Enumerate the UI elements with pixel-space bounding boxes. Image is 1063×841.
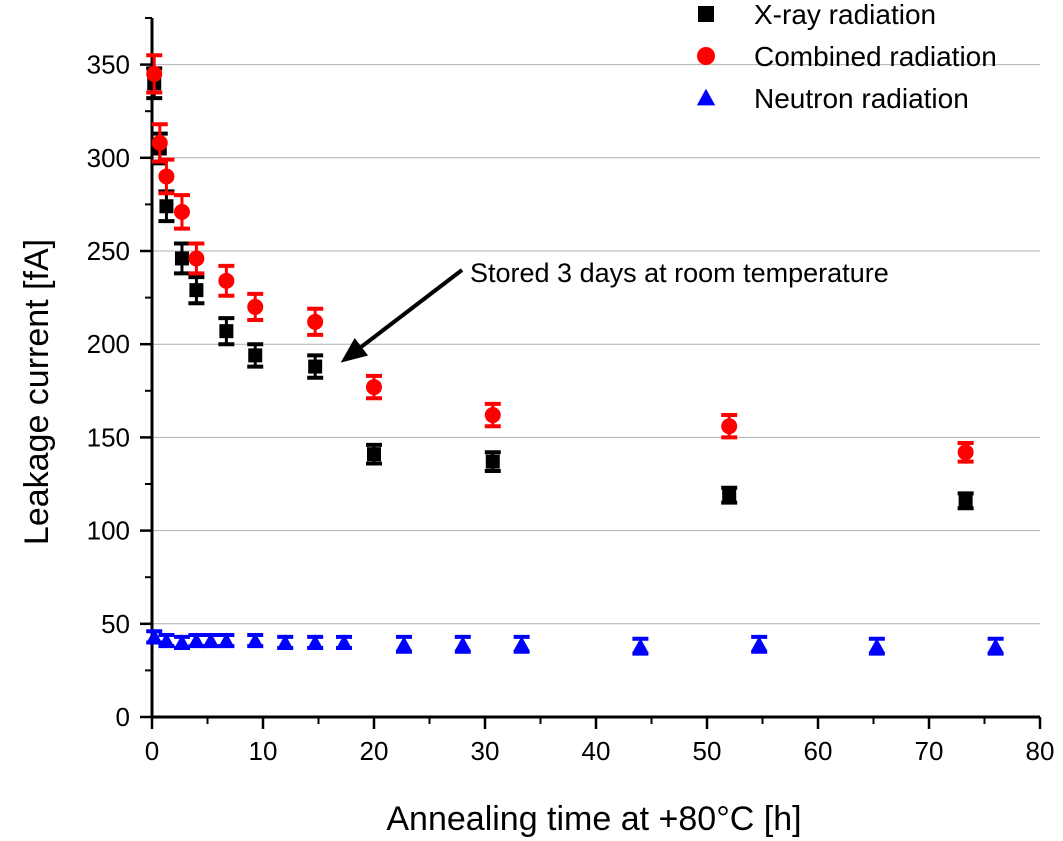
data-point-triangle	[632, 638, 649, 653]
data-point-square	[174, 251, 189, 266]
data-point-square	[308, 359, 323, 374]
data-point-circle	[158, 168, 175, 185]
legend-label: Combined radiation	[754, 41, 997, 72]
data-point-triangle	[158, 632, 175, 648]
data-point-circle	[173, 203, 190, 220]
data-point-triangle	[188, 632, 205, 648]
x-tick-label: 70	[915, 736, 944, 766]
data-point-circle	[366, 379, 382, 396]
annotation: Stored 3 days at room temperature	[340, 258, 889, 363]
data-point-triangle	[202, 632, 219, 648]
y-tick-label: 0	[116, 702, 130, 732]
x-axis-title: Annealing time at +80°C [h]	[386, 800, 801, 838]
data-point-circle	[307, 313, 324, 330]
data-point-triangle	[987, 638, 1004, 653]
data-point-triangle	[395, 636, 413, 651]
data-point-triangle	[277, 634, 294, 649]
x-tick-label: 60	[804, 736, 833, 766]
data-point-circle	[697, 47, 715, 65]
data-point-triangle	[513, 636, 530, 651]
x-tick-label: 10	[249, 736, 278, 766]
y-tick-label: 50	[101, 609, 130, 639]
legend-label: Neutron radiation	[754, 83, 969, 114]
plot-frame	[150, 18, 1040, 719]
data-point-circle	[247, 298, 264, 315]
data-point-triangle	[307, 634, 324, 649]
data-point-square	[698, 6, 714, 22]
data-point-triangle	[173, 634, 191, 649]
series-layer	[146, 53, 1004, 656]
data-point-square	[367, 447, 381, 462]
annotation-text: Stored 3 days at room temperature	[470, 258, 889, 288]
data-point-triangle	[146, 628, 163, 644]
data-point-circle	[484, 407, 501, 424]
series-combined-radiation	[146, 53, 974, 464]
y-tick-label: 100	[87, 516, 130, 546]
data-point-circle	[146, 65, 163, 82]
annotation-arrow	[360, 268, 464, 349]
y-axis-title: Leakage current [fA]	[18, 239, 56, 545]
data-point-triangle	[218, 632, 235, 648]
x-tick-label: 20	[360, 736, 389, 766]
data-point-square	[722, 488, 737, 503]
legend-label: X-ray radiation	[754, 0, 936, 30]
data-point-square	[159, 199, 174, 214]
data-point-square	[189, 283, 204, 298]
data-point-triangle	[454, 636, 471, 651]
y-tick-label: 350	[87, 50, 130, 80]
x-tick-label: 50	[693, 736, 722, 766]
data-point-circle	[957, 444, 974, 461]
grid	[152, 64, 1040, 625]
data-point-square	[958, 493, 973, 508]
data-point-square	[219, 324, 234, 339]
data-point-triangle	[751, 636, 768, 651]
y-tick-label: 300	[87, 143, 130, 173]
x-axis: 0 10 20 30 40 50 60 70 80	[145, 717, 1055, 766]
data-point-triangle	[335, 634, 353, 649]
data-point-circle	[218, 272, 235, 289]
data-point-square	[485, 454, 500, 469]
x-tick-label: 40	[582, 736, 611, 766]
x-tick-label: 30	[471, 736, 500, 766]
data-point-triangle	[247, 632, 264, 648]
x-tick-label: 0	[145, 736, 159, 766]
series-neutron-radiation	[146, 628, 1004, 656]
data-point-square	[248, 348, 263, 363]
series-x-ray-radiation	[146, 66, 974, 511]
y-tick-label: 200	[87, 329, 130, 359]
y-tick-label: 250	[87, 236, 130, 266]
y-tick-label: 150	[87, 422, 130, 452]
data-point-triangle	[696, 88, 716, 106]
data-point-circle	[188, 250, 205, 267]
data-point-circle	[151, 134, 168, 151]
x-tick-label: 80	[1026, 736, 1055, 766]
data-point-triangle	[868, 638, 885, 653]
annotation-arrowhead	[340, 338, 369, 363]
y-axis: 0 50 100 150 200 250 300 350	[87, 17, 152, 732]
data-point-circle	[721, 418, 738, 435]
legend: X-ray radiation Combined radiation Neutron…	[696, 0, 997, 114]
